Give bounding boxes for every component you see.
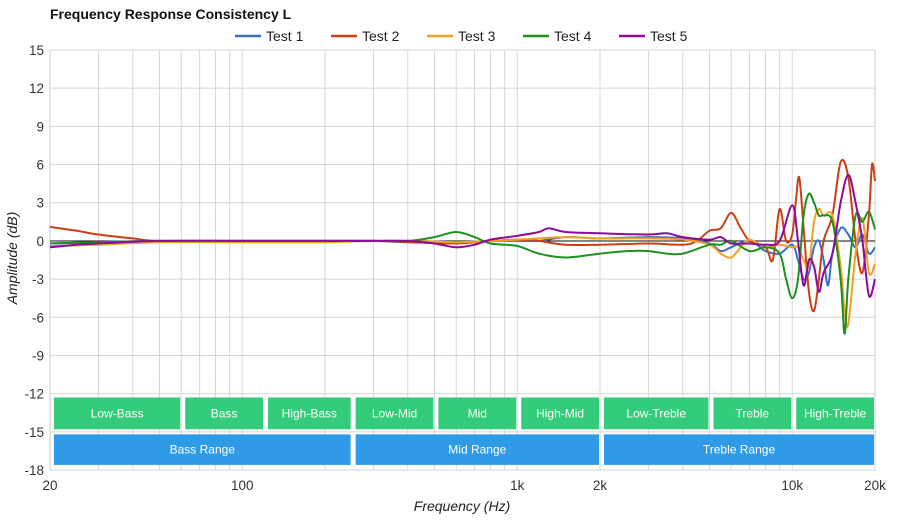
range-label: Bass Range bbox=[170, 443, 236, 457]
y-tick-label: 6 bbox=[36, 158, 44, 173]
legend-label: Test 4 bbox=[554, 28, 592, 44]
legend-label: Test 1 bbox=[266, 28, 304, 44]
series-lines bbox=[49, 158, 876, 335]
x-tick-label: 100 bbox=[231, 478, 254, 493]
band-label: Bass bbox=[211, 406, 238, 420]
y-tick-label: -3 bbox=[32, 272, 44, 287]
x-tick-label: 20 bbox=[42, 478, 57, 493]
range-treble-range-bar bbox=[604, 434, 874, 465]
legend-label: Test 5 bbox=[650, 28, 688, 44]
legend: Test 1 Test 2 Test 3 Test 4 Test 5 bbox=[235, 28, 688, 44]
legend-label: Test 2 bbox=[362, 28, 400, 44]
band-label: Low-Bass bbox=[91, 406, 144, 420]
range-bass-range-bar bbox=[54, 434, 351, 465]
band-treble-bar bbox=[713, 397, 792, 430]
band-low-bass-bar bbox=[54, 397, 181, 430]
x-tick-label: 10k bbox=[781, 478, 803, 493]
y-tick-label: 3 bbox=[36, 196, 44, 211]
y-tick-labels: 15 12 9 6 3 0 -3 -6 -9 -12 -15 -18 bbox=[24, 43, 44, 478]
band-high-treble-bar bbox=[796, 397, 874, 430]
band-label: High-Bass bbox=[282, 406, 337, 420]
range-mid-range-bar bbox=[355, 434, 599, 465]
series-line-test-3 bbox=[49, 208, 876, 329]
y-tick-label: -9 bbox=[32, 348, 44, 363]
x-tick-labels: 20 100 1k 2k 10k 20k bbox=[42, 478, 886, 493]
series-line-test-2 bbox=[49, 158, 876, 313]
band-low-treble-bar bbox=[604, 397, 709, 430]
y-tick-label: -12 bbox=[24, 387, 44, 402]
x-tick-label: 1k bbox=[510, 478, 525, 493]
x-axis-label: Frequency (Hz) bbox=[414, 498, 510, 514]
band-bass-bar bbox=[185, 397, 263, 430]
y-tick-label: -15 bbox=[24, 425, 44, 440]
range-label: Mid Range bbox=[448, 443, 506, 457]
x-tick-label: 2k bbox=[593, 478, 608, 493]
range-label: Treble Range bbox=[703, 443, 776, 457]
y-axis-label: Amplitude (dB) bbox=[4, 212, 20, 306]
y-tick-label: 9 bbox=[36, 119, 44, 134]
y-tick-label: -6 bbox=[32, 310, 44, 325]
legend-label: Test 3 bbox=[458, 28, 496, 44]
grid bbox=[49, 49, 876, 471]
series-line-test-4 bbox=[49, 192, 876, 335]
band-mid-bar bbox=[438, 397, 517, 430]
band-label: Low-Treble bbox=[626, 406, 686, 420]
series-line-test-1 bbox=[49, 226, 876, 287]
y-tick-label: 0 bbox=[36, 234, 44, 249]
band-label: Low-Mid bbox=[372, 406, 417, 420]
y-tick-label: 15 bbox=[29, 43, 44, 58]
series-line-test-5 bbox=[49, 173, 876, 298]
chart-title: Frequency Response Consistency L bbox=[50, 6, 292, 22]
band-high-mid-bar bbox=[521, 397, 599, 430]
frequency-bands: Low-Bass Bass High-Bass Low-Mid Mid High-Mid L… bbox=[54, 397, 874, 465]
band-label: Treble bbox=[736, 406, 770, 420]
band-label: High-Treble bbox=[804, 406, 867, 420]
band-label: Mid bbox=[468, 406, 487, 420]
band-high-bass-bar bbox=[267, 397, 351, 430]
x-tick-label: 20k bbox=[864, 478, 886, 493]
band-low-mid-bar bbox=[355, 397, 434, 430]
y-tick-label: -18 bbox=[24, 463, 44, 478]
y-tick-label: 12 bbox=[29, 81, 44, 96]
band-label: High-Mid bbox=[536, 406, 584, 420]
